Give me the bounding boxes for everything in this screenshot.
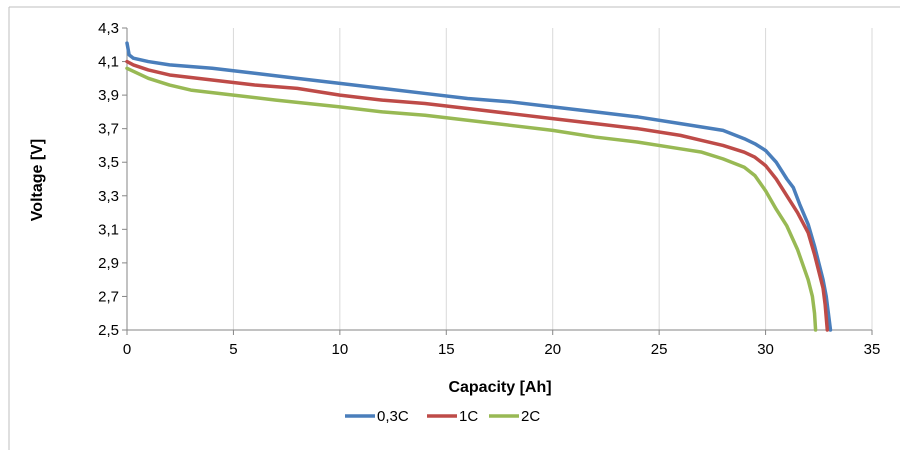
series-line-0,3C [125, 41, 833, 332]
series-lines [125, 41, 833, 332]
y-tick-label: 4,3 [98, 20, 119, 37]
y-tick-label: 2,7 [98, 288, 119, 305]
y-tick-label: 2,5 [98, 322, 119, 339]
legend: 0,3C 1C 2C [345, 408, 540, 425]
y-tick-label: 3,9 [98, 87, 119, 104]
legend-label: 2C [521, 408, 540, 425]
y-tick-label: 3,5 [98, 154, 119, 171]
x-tick-label: 15 [438, 341, 455, 358]
legend-label: 1C [459, 408, 478, 425]
y-tick-label: 3,7 [98, 121, 119, 138]
axes [122, 27, 873, 335]
tick-labels: 2,5 2,7 2,9 3,1 3,3 3,5 3,7 3,9 4,1 4,3 0 5 10 15 20 25… [98, 20, 880, 358]
x-tick-label: 35 [864, 341, 881, 358]
x-tick-label: 20 [544, 341, 561, 358]
grid-lines [232, 28, 873, 330]
series-line-1C [125, 59, 830, 332]
y-axis-title: Voltage [V] [29, 139, 46, 221]
x-tick-label: 5 [229, 341, 237, 358]
legend-label: 0,3C [377, 408, 409, 425]
x-tick-label: 0 [123, 341, 131, 358]
x-tick-label: 30 [757, 341, 774, 358]
series-line-2C [125, 66, 818, 332]
y-tick-label: 4,1 [98, 54, 119, 71]
x-tick-label: 10 [332, 341, 349, 358]
x-tick-label: 25 [651, 341, 668, 358]
y-tick-label: 3,1 [98, 221, 119, 238]
y-tick-label: 2,9 [98, 255, 119, 272]
x-axis-title: Capacity [Ah] [448, 379, 551, 396]
y-tick-label: 3,3 [98, 188, 119, 205]
